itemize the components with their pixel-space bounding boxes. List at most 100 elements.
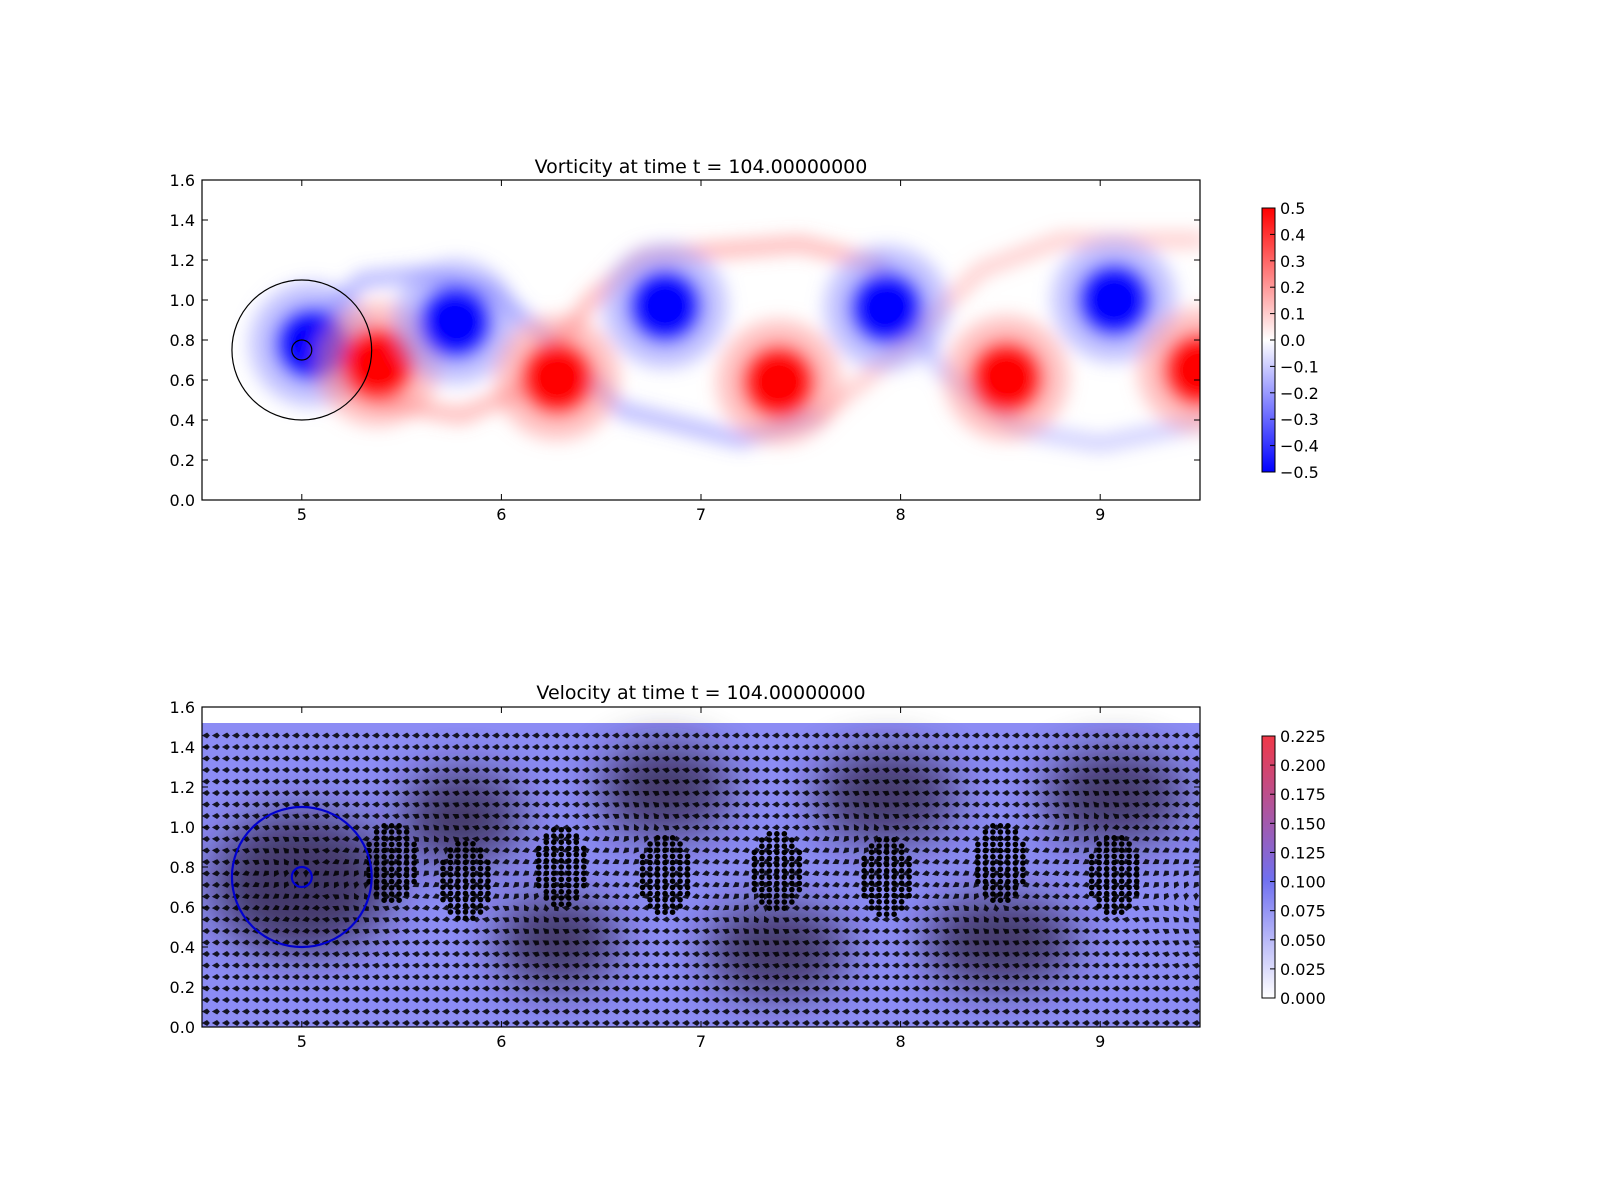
vorticity-circles (231, 279, 373, 421)
particle (558, 827, 565, 833)
particle (876, 855, 882, 862)
particle (868, 874, 875, 880)
particle (381, 854, 387, 860)
particle (543, 851, 550, 858)
vorticity-y-tick-label: 1.0 (170, 291, 195, 310)
particle (975, 854, 981, 860)
particle (990, 829, 996, 835)
particle (1005, 841, 1011, 848)
particle (558, 858, 565, 864)
particle (766, 905, 773, 911)
particle (455, 878, 461, 884)
particle (565, 882, 572, 889)
particle (543, 882, 550, 889)
vorticity-y-tick-label: 1.2 (170, 251, 195, 270)
particle-cluster (1088, 835, 1140, 915)
particle (1005, 823, 1011, 829)
particle (1005, 854, 1011, 860)
vorticity-colorbar-tick-label: −0.1 (1280, 357, 1319, 376)
particle (677, 890, 683, 897)
particle (868, 899, 875, 905)
particle (477, 890, 484, 897)
particle (684, 853, 691, 860)
particle (1103, 890, 1110, 897)
particle (1103, 878, 1110, 884)
vorticity-colorbar-tick-label: −0.5 (1280, 463, 1319, 482)
particle (543, 870, 550, 876)
particle (470, 884, 476, 890)
particle (647, 884, 653, 891)
particle (654, 903, 661, 909)
particle (477, 884, 484, 890)
vorticity-x-ticks: 5 6 7 8 9 (297, 180, 1105, 524)
particle (876, 868, 882, 874)
vorticity-y-tick-label: 0.0 (170, 491, 195, 510)
particle (455, 890, 461, 897)
particle (462, 878, 469, 884)
particle (403, 885, 410, 891)
particle (1020, 854, 1026, 860)
particle (462, 865, 469, 872)
particle (447, 896, 454, 903)
particle (381, 866, 387, 872)
particle (647, 866, 653, 872)
velocity-colorbar-tick-label: 0.125 (1280, 843, 1326, 862)
particle (876, 849, 882, 855)
particle (654, 890, 661, 897)
particle (535, 864, 542, 870)
particle (1118, 884, 1125, 891)
particle (898, 905, 905, 911)
vorticity-colorbar-tick-label: 0.5 (1280, 199, 1305, 218)
particle (789, 874, 795, 880)
particle (883, 880, 890, 886)
particle (1005, 860, 1011, 866)
particle (781, 899, 788, 905)
particle (997, 897, 1004, 903)
particle (876, 843, 882, 849)
particle (669, 872, 676, 878)
particle (1096, 841, 1102, 847)
particle (883, 868, 890, 874)
particle (455, 847, 461, 853)
particle (868, 880, 875, 886)
particle (898, 849, 905, 855)
particle (396, 891, 402, 897)
particle (781, 886, 788, 893)
particle (774, 899, 780, 905)
particle (759, 886, 765, 893)
velocity-field (202, 723, 1200, 1027)
particle (990, 854, 996, 860)
particle (876, 911, 882, 917)
particle (462, 872, 469, 878)
particle (447, 909, 454, 915)
particle (477, 872, 484, 878)
particle (781, 880, 788, 887)
particle (543, 839, 550, 845)
particle (662, 884, 668, 891)
particle (455, 896, 461, 903)
particle (898, 874, 905, 880)
vorticity-colorbar-tick-label: 0.3 (1280, 252, 1305, 271)
vorticity-x-tick-label: 7 (696, 505, 706, 524)
particle (455, 853, 461, 859)
particle (373, 872, 380, 879)
particle (1118, 853, 1125, 860)
particle (647, 872, 653, 878)
velocity-y-tick-label: 1.4 (170, 738, 195, 757)
particle (558, 895, 565, 901)
particle (861, 874, 867, 880)
particle (898, 880, 905, 886)
particle (684, 859, 691, 866)
vorticity-title: Vorticity at time t = 104.00000000 (535, 156, 868, 178)
particle (997, 847, 1004, 854)
particle (781, 831, 788, 837)
particle (403, 860, 410, 866)
particle (455, 909, 461, 915)
particle (990, 823, 996, 829)
particle (906, 868, 912, 874)
particle (774, 893, 780, 899)
particle (411, 866, 417, 872)
vorticity-x-tick-label: 5 (297, 505, 307, 524)
velocity-colorbar-tick-label: 0.050 (1280, 931, 1326, 950)
